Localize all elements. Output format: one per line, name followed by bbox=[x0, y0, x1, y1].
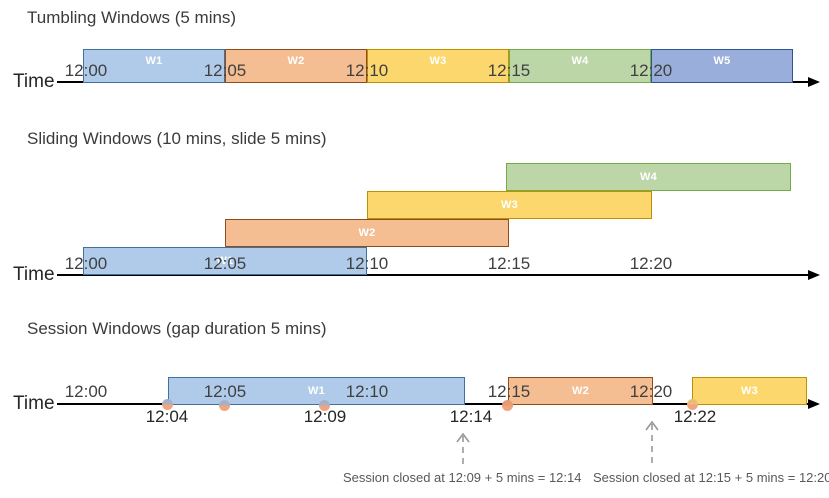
sliding-axis-arrowhead-icon bbox=[808, 270, 820, 280]
session-event-label-1204: 12:04 bbox=[145, 407, 189, 426]
window-label: W1 bbox=[145, 55, 163, 67]
tumbling-title: Tumbling Windows (5 mins) bbox=[27, 8, 237, 27]
window-label: W3 bbox=[429, 55, 447, 67]
session-window-w2: W2 bbox=[508, 377, 653, 405]
sliding-window-w4: W4 bbox=[506, 163, 791, 191]
tumbling-tick-1215: 12:15 bbox=[487, 61, 531, 80]
sliding-tick-1215: 12:15 bbox=[487, 254, 531, 273]
sliding-window-w2: W2 bbox=[225, 219, 509, 247]
window-label: W4 bbox=[571, 55, 589, 67]
session-annotation-1: Session closed at 12:09 + 5 mins = 12:14 bbox=[343, 470, 582, 485]
session-time-axis-label: Time bbox=[13, 393, 55, 414]
window-label: W2 bbox=[571, 385, 590, 397]
event-dot bbox=[687, 399, 698, 410]
sliding-title: Sliding Windows (10 mins, slide 5 mins) bbox=[27, 129, 327, 148]
session-close-label-1214: 12:14 bbox=[449, 407, 493, 426]
session-annotation-2: Session closed at 12:15 + 5 mins = 12:20 bbox=[593, 470, 829, 485]
tumbling-tick-1210: 12:10 bbox=[345, 61, 389, 80]
tumbling-time-axis-label: Time bbox=[13, 71, 55, 92]
sliding-tick-1200: 12:00 bbox=[64, 254, 108, 273]
session-tick-1200: 12:00 bbox=[64, 382, 108, 401]
sliding-window-w1: W1 bbox=[83, 247, 367, 275]
tumbling-tick-1205: 12:05 bbox=[203, 61, 247, 80]
tumbling-axis-arrowhead-icon bbox=[808, 77, 820, 87]
window-label: W3 bbox=[500, 199, 519, 211]
tumbling-window-w1: W1 bbox=[83, 49, 225, 83]
event-dot bbox=[219, 400, 230, 411]
window-label: W4 bbox=[639, 171, 658, 183]
event-dot bbox=[162, 399, 173, 410]
session-event-label-1209: 12:09 bbox=[303, 407, 347, 426]
session-tick-1210: 12:10 bbox=[345, 382, 389, 401]
tumbling-window-w2: W2 bbox=[225, 49, 367, 83]
tumbling-tick-1220: 12:20 bbox=[629, 61, 673, 80]
tumbling-window-w5: W5 bbox=[651, 49, 793, 83]
sliding-time-axis bbox=[57, 274, 809, 276]
window-label: W2 bbox=[358, 227, 376, 239]
session-window-w3: W3 bbox=[692, 377, 807, 405]
dashed-up-arrow-icon bbox=[645, 420, 659, 464]
session-tick-1205: 12:05 bbox=[203, 382, 247, 401]
session-tick-1215: 12:15 bbox=[487, 382, 531, 401]
tumbling-window-w3: W3 bbox=[367, 49, 509, 83]
event-dot bbox=[319, 400, 330, 411]
event-dot bbox=[502, 400, 513, 411]
sliding-window-w3: W3 bbox=[367, 191, 652, 219]
sliding-tick-1210: 12:10 bbox=[345, 254, 389, 273]
window-label: W2 bbox=[287, 55, 305, 67]
window-label: W3 bbox=[740, 385, 759, 397]
sliding-time-axis-label: Time bbox=[13, 264, 55, 285]
session-title: Session Windows (gap duration 5 mins) bbox=[27, 319, 327, 338]
window-label: W1 bbox=[307, 385, 326, 397]
tumbling-tick-1200: 12:00 bbox=[64, 61, 108, 80]
window-label: W5 bbox=[713, 55, 731, 67]
sliding-tick-1220: 12:20 bbox=[629, 254, 673, 273]
sliding-tick-1205: 12:05 bbox=[203, 254, 247, 273]
session-event-label-1222: 12:22 bbox=[673, 407, 717, 426]
window-label: W1 bbox=[216, 255, 234, 267]
session-window-w1: W1 bbox=[168, 377, 465, 405]
tumbling-window-w4: W4 bbox=[509, 49, 651, 83]
session-tick-1220: 12:20 bbox=[629, 382, 673, 401]
session-axis-arrowhead-icon bbox=[808, 399, 820, 409]
dashed-up-arrow-icon bbox=[456, 432, 470, 468]
